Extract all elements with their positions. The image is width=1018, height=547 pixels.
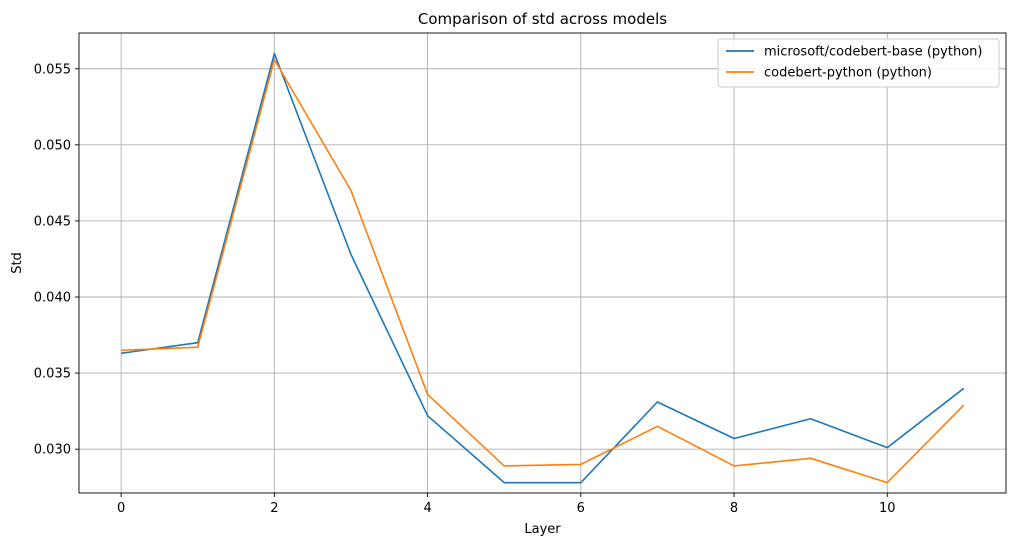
x-tick-label: 8 bbox=[730, 501, 738, 516]
x-tick-label: 2 bbox=[270, 501, 278, 516]
y-tick-label: 0.055 bbox=[34, 62, 71, 77]
y-tick-label: 0.035 bbox=[34, 367, 71, 382]
chart-title: Comparison of std across models bbox=[418, 10, 667, 28]
x-tick-label: 0 bbox=[117, 501, 125, 516]
y-tick-label: 0.040 bbox=[34, 291, 71, 306]
y-tick-label: 0.030 bbox=[34, 443, 71, 458]
x-tick-label: 10 bbox=[879, 501, 896, 516]
grid-lines bbox=[79, 33, 1006, 493]
y-tick-label: 0.050 bbox=[34, 138, 71, 153]
y-tick-label: 0.045 bbox=[34, 214, 71, 229]
y-axis-ticks: 0.030 0.035 0.040 0.045 0.050 0.055 bbox=[34, 62, 79, 458]
plot-frame bbox=[78, 32, 1007, 494]
y-axis-label: Std bbox=[10, 252, 25, 274]
legend-label: microsoft/codebert-base (python) bbox=[764, 45, 982, 60]
x-tick-label: 4 bbox=[423, 501, 431, 516]
x-axis-label: Layer bbox=[524, 522, 561, 537]
series-line-1 bbox=[121, 58, 965, 484]
x-axis-ticks: 0 2 4 6 8 10 bbox=[117, 493, 896, 516]
legend: microsoft/codebert-base (python) codebert… bbox=[717, 38, 1000, 88]
x-tick-label: 6 bbox=[577, 501, 585, 516]
series-line-0 bbox=[121, 52, 965, 484]
legend-label: codebert-python (python) bbox=[764, 66, 932, 81]
legend-box bbox=[717, 38, 1000, 88]
series-lines bbox=[121, 52, 965, 484]
